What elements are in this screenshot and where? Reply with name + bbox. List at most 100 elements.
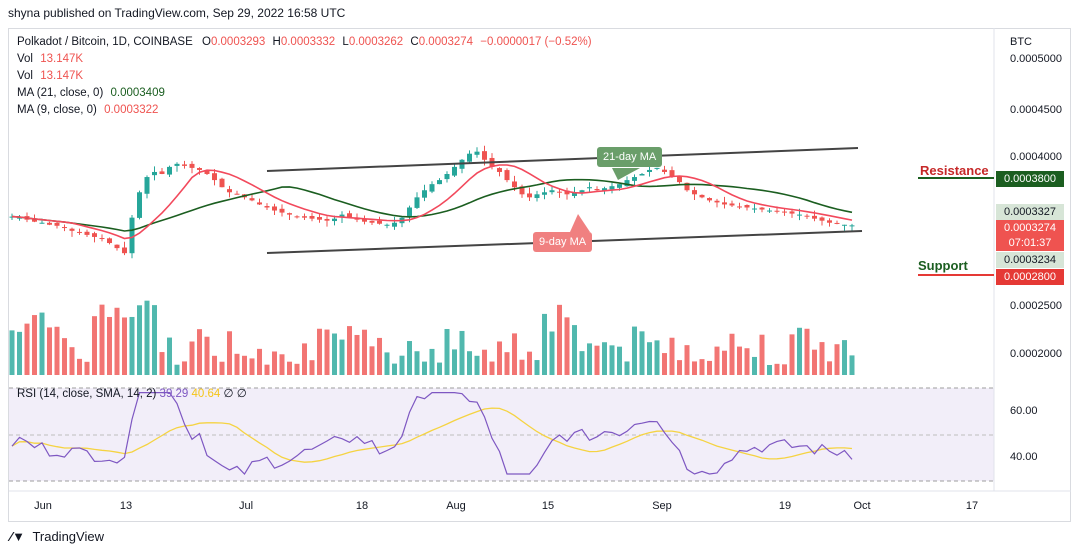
volume-bar <box>669 337 675 375</box>
volume-bar <box>399 355 405 375</box>
x-tick: Oct <box>853 500 871 512</box>
x-tick: Aug <box>446 500 466 512</box>
candle-body <box>819 217 825 221</box>
high-value: 0.0003332 <box>280 36 336 48</box>
volume-bar <box>84 361 90 375</box>
candle-body <box>467 153 472 162</box>
volume-bar <box>587 343 592 375</box>
support-label: Support <box>918 258 968 273</box>
ma21-label: MA (21, close, 0) <box>17 87 104 99</box>
x-tick: 15 <box>541 500 555 512</box>
candle-body <box>32 218 37 222</box>
price-tick: 0.0005000 <box>1010 53 1062 65</box>
volume-bar <box>594 345 600 375</box>
volume-bar <box>714 346 720 375</box>
candle-body <box>339 214 345 217</box>
candle-body <box>144 177 150 194</box>
candle-body <box>737 206 742 208</box>
volume-bar <box>564 317 570 375</box>
volume-bar <box>654 340 660 375</box>
candle-body <box>722 202 727 205</box>
candle-body <box>219 178 225 188</box>
volume-bar <box>414 351 420 375</box>
volume-bar <box>272 351 277 375</box>
volume-bar <box>384 352 390 375</box>
volume-bar <box>482 349 487 375</box>
candle-body <box>234 193 240 195</box>
volume-bar <box>212 355 217 375</box>
change-value: −0.0000017 (−0.52%) <box>480 36 592 48</box>
vol-value-2: 13.147K <box>40 70 84 82</box>
volume-bar <box>797 327 802 375</box>
high-label: H <box>272 36 281 48</box>
volume-bar <box>9 330 15 375</box>
candle-body <box>699 194 705 198</box>
volume-bar <box>632 326 637 375</box>
volume-bar <box>512 333 517 375</box>
candle-body <box>384 224 390 226</box>
volume-bar <box>122 317 127 375</box>
candle-body <box>534 194 540 199</box>
volume-bar <box>159 352 165 375</box>
price-tick: 0.0002500 <box>1010 300 1062 312</box>
candle-body <box>684 182 690 191</box>
volume-bar <box>602 342 607 375</box>
price-tick: 0.0004500 <box>1010 104 1062 116</box>
candle-body <box>407 207 412 217</box>
volume-bar <box>452 349 457 375</box>
candle-body <box>827 220 832 223</box>
volume-bar <box>182 361 187 375</box>
candle-body <box>392 222 397 227</box>
candle-body <box>632 177 637 181</box>
volume-bar <box>729 333 735 375</box>
ma9-line <box>11 164 853 240</box>
volume-bar <box>444 328 450 375</box>
rsi-empty-1: ∅ <box>223 388 234 400</box>
rsi-tick: 40.00 <box>1010 451 1038 463</box>
candle-body <box>474 151 480 155</box>
volume-bar <box>167 337 172 375</box>
candle-body <box>84 231 90 235</box>
x-tick: 19 <box>778 500 792 512</box>
volume-bar <box>227 331 232 375</box>
candle-body <box>842 224 847 226</box>
volume-bar <box>354 334 360 375</box>
volume-bar <box>279 354 285 375</box>
candle-body <box>497 168 502 172</box>
candle-body <box>504 170 510 181</box>
volume-bar <box>242 355 247 375</box>
candle-body <box>227 189 232 193</box>
candle-body <box>482 151 487 160</box>
candle-body <box>729 203 735 206</box>
x-tick: 17 <box>965 500 979 512</box>
candle-body <box>624 180 630 187</box>
volume-bar <box>534 360 540 375</box>
candle-body <box>812 215 817 219</box>
candle-body <box>677 176 682 183</box>
volume-bar <box>774 363 780 375</box>
volume-bar <box>624 361 630 375</box>
candle-body <box>572 192 577 196</box>
brand-name: TradingView <box>32 529 104 544</box>
volume-bar <box>129 316 135 375</box>
volume-bar <box>497 341 502 375</box>
candle-body <box>834 222 840 224</box>
volume-bar <box>264 364 270 375</box>
candle-body <box>54 222 60 226</box>
tradingview-footer[interactable]: ⁄▼ TradingView <box>10 529 104 544</box>
candle-body <box>647 169 652 172</box>
candle-body <box>804 215 810 217</box>
candle-body <box>324 218 330 221</box>
volume-bar <box>819 342 825 375</box>
candle-body <box>197 168 202 170</box>
candle-body <box>519 186 525 195</box>
volume-bar <box>662 353 667 375</box>
rsi-label: RSI (14, close, SMA, 14, 2) <box>17 388 157 400</box>
channel-upper-line <box>266 147 859 172</box>
volume-bar <box>707 360 712 375</box>
candle-body <box>414 197 420 208</box>
candle-body <box>114 244 120 249</box>
volume-bar <box>69 347 75 375</box>
symbol-label[interactable]: Polkadot / Bitcoin, 1D, COINBASE <box>17 36 193 48</box>
